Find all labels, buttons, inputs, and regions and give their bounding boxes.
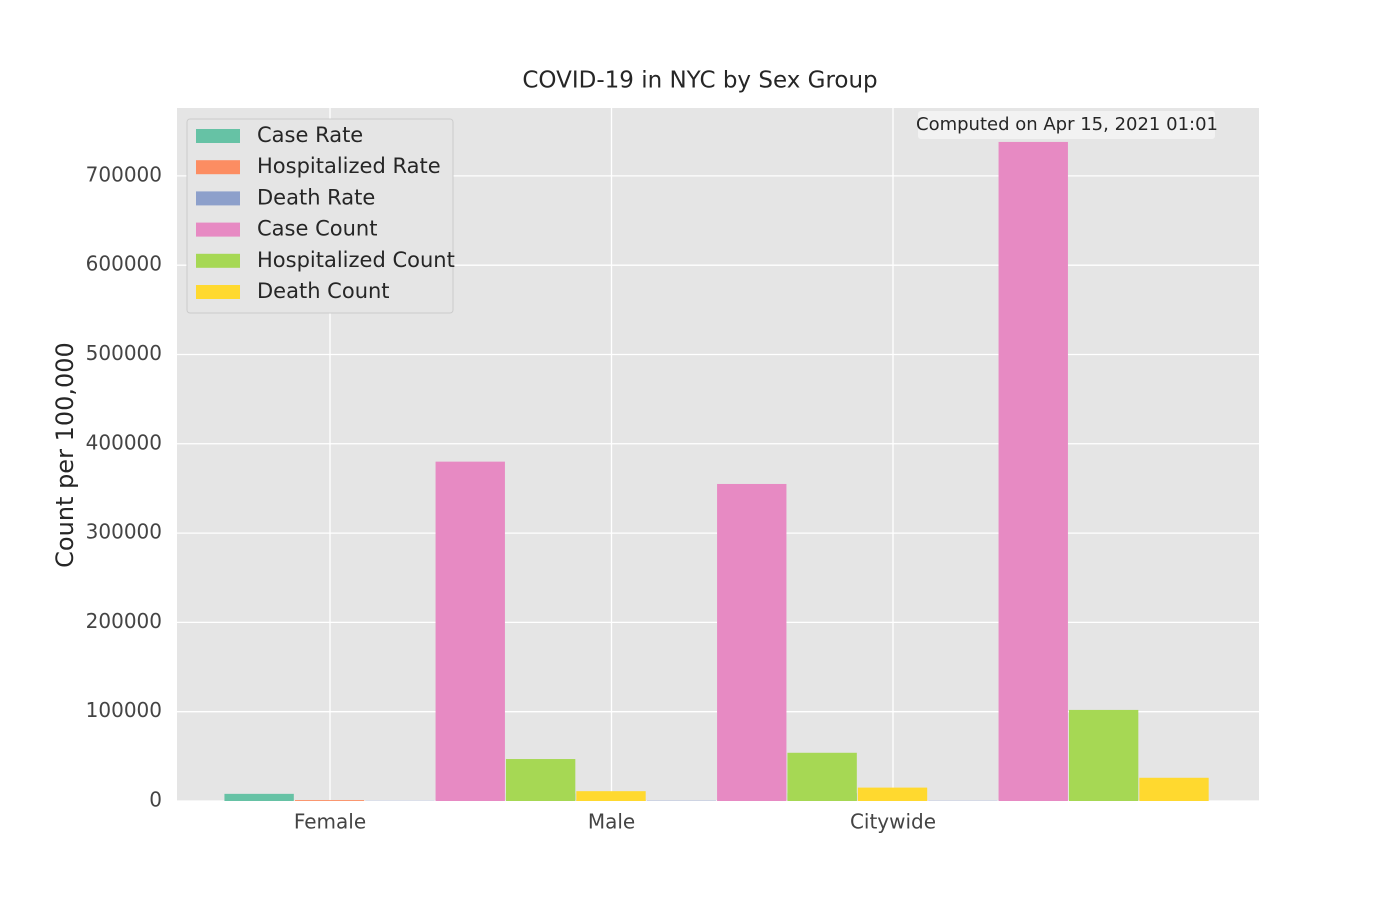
y-tick-label: 0 [149, 788, 162, 812]
legend-swatch [196, 160, 240, 175]
y-tick-label: 200000 [86, 609, 162, 633]
legend-label: Hospitalized Rate [257, 154, 441, 178]
bar [294, 800, 365, 801]
bar [998, 141, 1068, 802]
y-tick-label: 500000 [86, 341, 162, 365]
legend: Case Rate Hospitalized Rate Death Rate Case… [186, 118, 455, 314]
legend-swatch [196, 253, 240, 268]
legend-label: Death Rate [257, 185, 375, 209]
y-tick-label: 300000 [86, 520, 162, 544]
bar [787, 752, 857, 801]
bar [857, 787, 928, 801]
legend-box [186, 118, 454, 314]
legend-label: Hospitalized Count [257, 248, 455, 272]
y-axis-label: Count per 100,000 [51, 342, 79, 568]
bar [717, 483, 787, 801]
annotation: Computed on Apr 15, 2021 01:01 [916, 114, 1218, 135]
x-tick-label: Citywide [850, 810, 936, 834]
legend-label: Death Count [257, 279, 390, 303]
legend-swatch [196, 222, 240, 237]
y-tick-label: 100000 [86, 698, 162, 722]
x-tick-label: Female [294, 810, 366, 834]
legend-label: Case Rate [257, 123, 363, 147]
chart-title: COVID-19 in NYC by Sex Group [522, 68, 877, 94]
x-tick-label: Male [588, 810, 635, 834]
bar [1068, 709, 1139, 801]
bar [505, 759, 576, 801]
y-tick-label: 400000 [86, 430, 162, 454]
bar [224, 793, 294, 801]
bar [1139, 777, 1209, 801]
y-tick-label: 700000 [86, 162, 162, 186]
legend-swatch [196, 129, 240, 143]
legend-label: Case Count [257, 217, 377, 241]
bar [576, 791, 646, 801]
bar [435, 461, 505, 801]
legend-swatch [196, 191, 240, 206]
bars [224, 141, 1209, 802]
legend-swatch [196, 285, 240, 299]
annotation-box [918, 111, 1215, 139]
y-tick-label: 600000 [86, 252, 162, 276]
